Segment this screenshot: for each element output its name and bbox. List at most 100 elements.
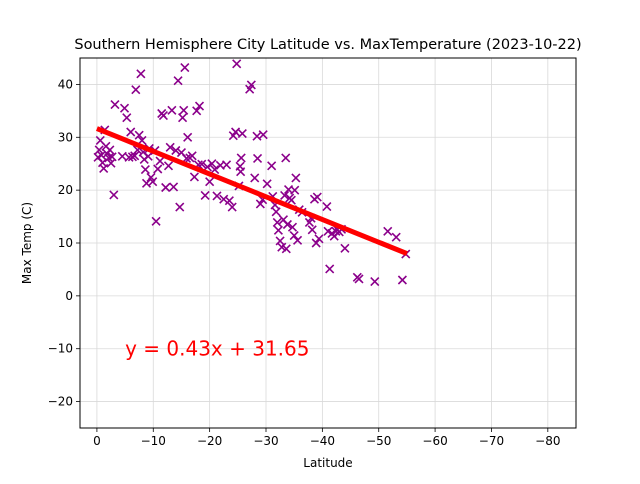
data-point <box>179 105 189 115</box>
y-tick-label: 0 <box>65 289 73 303</box>
data-point <box>124 152 134 162</box>
data-point <box>230 127 241 137</box>
data-point <box>119 103 130 113</box>
y-tick-label: −20 <box>48 395 73 409</box>
data-point <box>286 195 296 205</box>
data-point <box>200 190 210 200</box>
y-tick-label: 20 <box>58 183 73 197</box>
data-point <box>262 179 272 189</box>
data-point <box>109 190 119 200</box>
data-point <box>107 152 117 162</box>
data-point <box>281 244 291 254</box>
data-point <box>163 161 174 171</box>
data-point <box>171 145 181 156</box>
data-point <box>155 156 165 166</box>
data-point <box>383 226 393 236</box>
data-point <box>224 196 234 206</box>
data-point <box>192 106 202 116</box>
data-point <box>258 130 268 140</box>
data-point <box>370 277 380 287</box>
data-point <box>212 191 222 201</box>
data-point <box>99 163 109 174</box>
x-tick-label: 0 <box>93 434 101 448</box>
y-tick-label: 40 <box>58 77 73 91</box>
data-point <box>126 127 136 137</box>
data-point <box>110 99 120 110</box>
data-point <box>158 111 168 121</box>
x-tick-label: −40 <box>310 434 335 448</box>
data-point <box>272 217 282 227</box>
data-point <box>273 225 283 235</box>
y-tick-label: −10 <box>48 342 73 356</box>
data-point <box>96 150 106 160</box>
data-point <box>205 177 215 187</box>
data-point <box>189 172 199 182</box>
grid-layer <box>80 58 576 428</box>
data-point <box>134 130 144 140</box>
chart-title: Southern Hemisphere City Latitude vs. Ma… <box>74 37 581 53</box>
x-tick-label: −30 <box>253 434 278 448</box>
data-point <box>397 275 407 285</box>
data-point <box>178 113 188 123</box>
data-point <box>354 274 364 284</box>
data-point <box>391 232 401 242</box>
data-point <box>153 164 163 174</box>
x-tick-label: −20 <box>197 434 222 448</box>
points-layer <box>93 59 411 287</box>
x-tick-label: −80 <box>535 434 560 448</box>
y-axis-label: Max Temp (C) <box>20 202 34 284</box>
data-point <box>167 105 177 115</box>
data-point <box>180 62 190 73</box>
data-point <box>151 216 161 226</box>
data-point <box>281 153 291 163</box>
data-point <box>252 153 263 163</box>
x-tick-label: −50 <box>366 434 391 448</box>
data-point <box>197 159 207 169</box>
data-point <box>232 59 242 69</box>
data-point <box>322 201 332 212</box>
data-point <box>325 264 335 274</box>
data-point <box>161 182 171 193</box>
data-point <box>307 225 317 235</box>
data-point <box>148 177 158 187</box>
regression-line <box>95 126 408 256</box>
data-point <box>210 164 220 175</box>
data-point <box>207 159 217 169</box>
x-tick-label: −10 <box>141 434 166 448</box>
data-point <box>314 234 324 244</box>
data-point <box>236 153 246 163</box>
data-point <box>194 101 205 111</box>
data-point <box>246 80 256 90</box>
data-point <box>187 151 197 161</box>
data-point <box>122 113 132 123</box>
data-point <box>168 182 179 192</box>
x-axis-label: Latitude <box>303 456 352 470</box>
data-point <box>236 167 246 177</box>
data-point <box>289 231 299 241</box>
regression-equation-annotation: y = 0.43x + 31.65 <box>125 337 309 361</box>
data-point <box>130 151 140 161</box>
data-point <box>165 142 175 152</box>
data-point <box>183 132 193 142</box>
data-point <box>173 76 183 86</box>
y-tick-label: 30 <box>58 130 73 144</box>
data-point <box>227 202 237 212</box>
data-point <box>175 202 185 212</box>
data-point <box>291 173 301 183</box>
data-point <box>271 207 281 217</box>
data-point <box>94 145 104 155</box>
data-point <box>255 199 265 209</box>
y-tick-label: 10 <box>58 236 73 250</box>
data-point <box>340 243 350 253</box>
data-point <box>105 145 115 155</box>
data-point <box>311 238 321 248</box>
data-point <box>131 85 141 95</box>
ticks-layer: 0 −10 −20 −30 −40 −50 −60 −70 −80 −20 −10 0 10 20 30 40 <box>48 77 561 448</box>
data-point <box>136 69 146 79</box>
x-tick-label: −70 <box>479 434 504 448</box>
regression-layer <box>95 126 408 256</box>
data-point <box>221 160 232 170</box>
data-point <box>292 235 303 245</box>
